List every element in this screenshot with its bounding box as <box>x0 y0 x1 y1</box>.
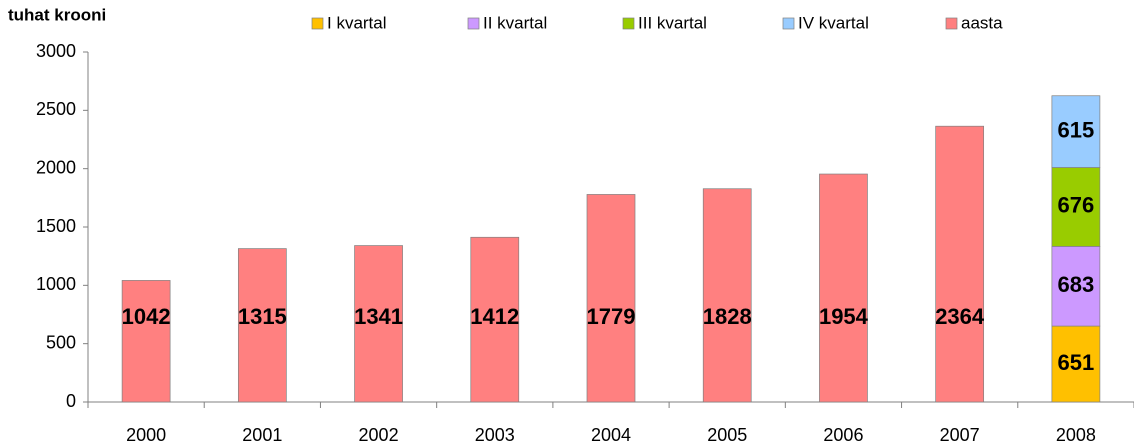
data-label: 615 <box>1058 117 1095 142</box>
data-label: 1954 <box>819 304 869 329</box>
legend-swatch <box>782 17 795 30</box>
data-label: 1315 <box>238 304 287 329</box>
bar-segment <box>935 125 985 403</box>
bar-segment <box>237 248 287 403</box>
bar-segment <box>1051 167 1101 247</box>
bar-segment <box>121 280 171 403</box>
legend-label: II kvartal <box>483 13 547 32</box>
x-tick-label: 2008 <box>1056 425 1096 445</box>
data-label: 683 <box>1058 272 1095 297</box>
x-tick-label: 2000 <box>126 425 166 445</box>
legend-swatch <box>622 17 635 30</box>
data-label: 1412 <box>470 304 519 329</box>
bar-segment <box>1051 246 1101 327</box>
bar-segment <box>702 188 752 403</box>
y-axis-label: tuhat krooni <box>8 5 106 24</box>
x-tick-label: 2006 <box>823 425 863 445</box>
data-label: 1828 <box>703 304 752 329</box>
y-tick-label: 3000 <box>36 41 76 61</box>
y-tick-label: 2000 <box>36 157 76 177</box>
legend-label: IV kvartal <box>798 13 869 32</box>
x-tick-label: 2007 <box>940 425 980 445</box>
y-tick-label: 2500 <box>36 99 76 119</box>
x-tick-label: 2002 <box>359 425 399 445</box>
bar-segment <box>470 236 520 403</box>
x-tick-label: 2005 <box>707 425 747 445</box>
bar-segment <box>586 194 636 403</box>
bar-segment <box>1051 325 1101 403</box>
data-label: 676 <box>1058 193 1095 218</box>
legend-label: III kvartal <box>638 13 707 32</box>
y-tick-label: 500 <box>46 332 76 352</box>
legend-swatch <box>945 17 958 30</box>
data-label: 1042 <box>122 304 171 329</box>
bar-segment <box>354 245 403 403</box>
x-tick-label: 2003 <box>475 425 515 445</box>
y-tick-label: 0 <box>66 391 76 411</box>
data-label: 651 <box>1058 350 1095 375</box>
legend-label: aasta <box>961 13 1003 32</box>
legend-swatch <box>467 17 480 30</box>
data-label: 1341 <box>354 304 403 329</box>
y-tick-label: 1000 <box>36 274 76 294</box>
legend-label: I kvartal <box>327 13 387 32</box>
x-tick-label: 2001 <box>242 425 282 445</box>
data-label: 2364 <box>935 304 985 329</box>
bar-segment <box>1051 95 1101 168</box>
bar-segment <box>819 173 868 403</box>
legend-swatch <box>311 17 324 30</box>
y-tick-label: 1500 <box>36 216 76 236</box>
x-tick-label: 2004 <box>591 425 631 445</box>
data-label: 1779 <box>587 304 636 329</box>
